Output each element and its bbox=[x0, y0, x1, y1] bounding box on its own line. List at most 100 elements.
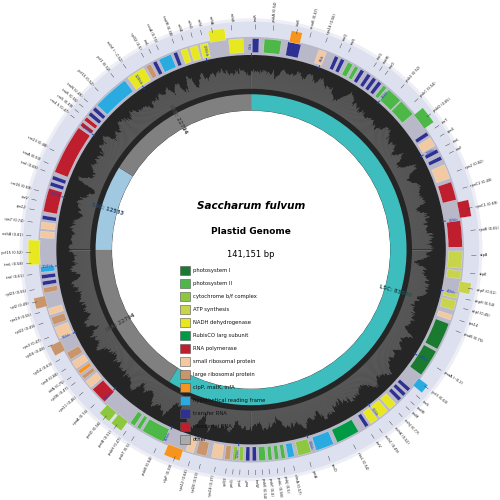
Text: trnK: trnK bbox=[296, 18, 302, 26]
Wedge shape bbox=[159, 54, 176, 72]
Wedge shape bbox=[42, 273, 56, 279]
Wedge shape bbox=[264, 39, 281, 54]
Circle shape bbox=[24, 22, 478, 477]
Text: trnN (0.49): trnN (0.49) bbox=[66, 82, 82, 98]
Text: ndhG: ndhG bbox=[186, 20, 192, 30]
Text: ycf3 (0.63): ycf3 (0.63) bbox=[430, 390, 448, 404]
Text: psbH (0.47): psbH (0.47) bbox=[108, 437, 123, 456]
Text: petB (0.51): petB (0.51) bbox=[98, 430, 114, 448]
Text: IRA: 22794: IRA: 22794 bbox=[105, 312, 136, 333]
Text: rps12 (0.64): rps12 (0.64) bbox=[179, 469, 189, 491]
Text: rrn16 (0.69): rrn16 (0.69) bbox=[10, 181, 31, 190]
Wedge shape bbox=[354, 70, 364, 83]
Text: atpI (0.45): atpI (0.45) bbox=[471, 309, 490, 318]
Text: photosystem I: photosystem I bbox=[193, 268, 230, 273]
Wedge shape bbox=[146, 64, 157, 78]
Wedge shape bbox=[84, 117, 98, 129]
Wedge shape bbox=[252, 38, 259, 52]
Text: trnS: trnS bbox=[422, 400, 430, 407]
Text: trnV: trnV bbox=[374, 440, 382, 449]
Wedge shape bbox=[92, 107, 106, 120]
Text: rps7 (0.74): rps7 (0.74) bbox=[4, 216, 24, 223]
Wedge shape bbox=[286, 42, 301, 58]
Wedge shape bbox=[128, 68, 150, 90]
Text: psbF (0.4): psbF (0.4) bbox=[268, 478, 273, 496]
Wedge shape bbox=[437, 310, 452, 320]
Text: rps14: rps14 bbox=[467, 322, 478, 328]
Text: 24kb: 24kb bbox=[425, 148, 436, 156]
Text: rpl23 (0.55): rpl23 (0.55) bbox=[5, 289, 26, 297]
Wedge shape bbox=[410, 344, 436, 375]
Text: ndhC (0.49): ndhC (0.49) bbox=[383, 434, 398, 454]
Text: rpoC1 (0.69): rpoC1 (0.69) bbox=[476, 200, 498, 209]
Wedge shape bbox=[389, 388, 402, 401]
Wedge shape bbox=[78, 362, 92, 374]
Text: 120kb: 120kb bbox=[80, 124, 92, 134]
Wedge shape bbox=[97, 80, 133, 114]
Wedge shape bbox=[54, 128, 90, 177]
Text: 0kb: 0kb bbox=[249, 42, 253, 49]
Text: trnR: trnR bbox=[254, 13, 258, 21]
Text: clpP, matK, infA: clpP, matK, infA bbox=[193, 385, 235, 390]
Bar bbox=[180, 383, 190, 392]
Wedge shape bbox=[54, 322, 72, 338]
Text: trnA (0.63): trnA (0.63) bbox=[22, 150, 42, 162]
Wedge shape bbox=[208, 28, 226, 42]
Wedge shape bbox=[52, 176, 66, 184]
Wedge shape bbox=[50, 341, 66, 356]
Circle shape bbox=[39, 38, 463, 462]
Text: 136kb: 136kb bbox=[202, 44, 208, 57]
Wedge shape bbox=[393, 384, 406, 396]
Text: transfer RNA: transfer RNA bbox=[193, 411, 227, 416]
Bar bbox=[180, 357, 190, 366]
Text: ndhI: ndhI bbox=[196, 18, 202, 27]
Wedge shape bbox=[48, 304, 64, 315]
Text: 64kb: 64kb bbox=[306, 440, 314, 450]
Wedge shape bbox=[267, 446, 272, 460]
Wedge shape bbox=[363, 408, 378, 424]
Wedge shape bbox=[348, 66, 358, 80]
Text: atpF (0.51): atpF (0.51) bbox=[476, 288, 496, 295]
Wedge shape bbox=[296, 439, 312, 456]
Text: clpP (0.39): clpP (0.39) bbox=[164, 464, 174, 483]
Text: rps3 (0.47): rps3 (0.47) bbox=[22, 339, 42, 350]
Wedge shape bbox=[169, 94, 406, 405]
Wedge shape bbox=[365, 78, 376, 91]
Text: large ribosomal protein: large ribosomal protein bbox=[193, 372, 255, 377]
Text: rps18 (0.37): rps18 (0.37) bbox=[208, 475, 216, 498]
Wedge shape bbox=[246, 447, 250, 461]
Text: rpl32 (0.5): rpl32 (0.5) bbox=[128, 32, 141, 51]
Wedge shape bbox=[274, 446, 279, 460]
Text: LSC: 83030: LSC: 83030 bbox=[378, 284, 412, 298]
Text: rpl16 (0.48): rpl16 (0.48) bbox=[25, 346, 46, 360]
Wedge shape bbox=[224, 446, 232, 460]
Wedge shape bbox=[425, 319, 449, 349]
Text: ndhF (~-0.52): ndhF (~-0.52) bbox=[106, 40, 123, 62]
Text: 141,151 bp: 141,151 bp bbox=[228, 250, 275, 259]
Wedge shape bbox=[290, 30, 302, 44]
Text: petL: petL bbox=[237, 478, 242, 486]
Text: psbJ (0.5): psbJ (0.5) bbox=[284, 476, 290, 493]
Wedge shape bbox=[40, 266, 55, 272]
Text: trnS: trnS bbox=[350, 37, 358, 46]
Text: rpl36 (0.47): rpl36 (0.47) bbox=[50, 386, 70, 402]
Text: 56kb: 56kb bbox=[370, 408, 379, 418]
Wedge shape bbox=[448, 251, 462, 268]
Bar bbox=[180, 292, 190, 301]
Wedge shape bbox=[142, 419, 170, 442]
Text: atpH (0.54): atpH (0.54) bbox=[474, 299, 494, 308]
Text: psbT (0.5): psbT (0.5) bbox=[118, 442, 132, 460]
Wedge shape bbox=[72, 354, 88, 368]
Wedge shape bbox=[42, 280, 56, 285]
Text: IRB: 22794: IRB: 22794 bbox=[168, 104, 188, 134]
Wedge shape bbox=[371, 400, 388, 417]
Text: 128kb: 128kb bbox=[133, 74, 143, 86]
Text: psbD (0.65): psbD (0.65) bbox=[432, 98, 452, 114]
Text: Saccharum fulvum: Saccharum fulvum bbox=[197, 200, 305, 210]
Circle shape bbox=[113, 112, 390, 388]
Text: RNA polymerase: RNA polymerase bbox=[193, 346, 237, 351]
Wedge shape bbox=[418, 138, 435, 152]
Text: ATP synthesis: ATP synthesis bbox=[193, 307, 230, 312]
Text: trnM: trnM bbox=[410, 411, 419, 420]
Wedge shape bbox=[286, 443, 294, 458]
